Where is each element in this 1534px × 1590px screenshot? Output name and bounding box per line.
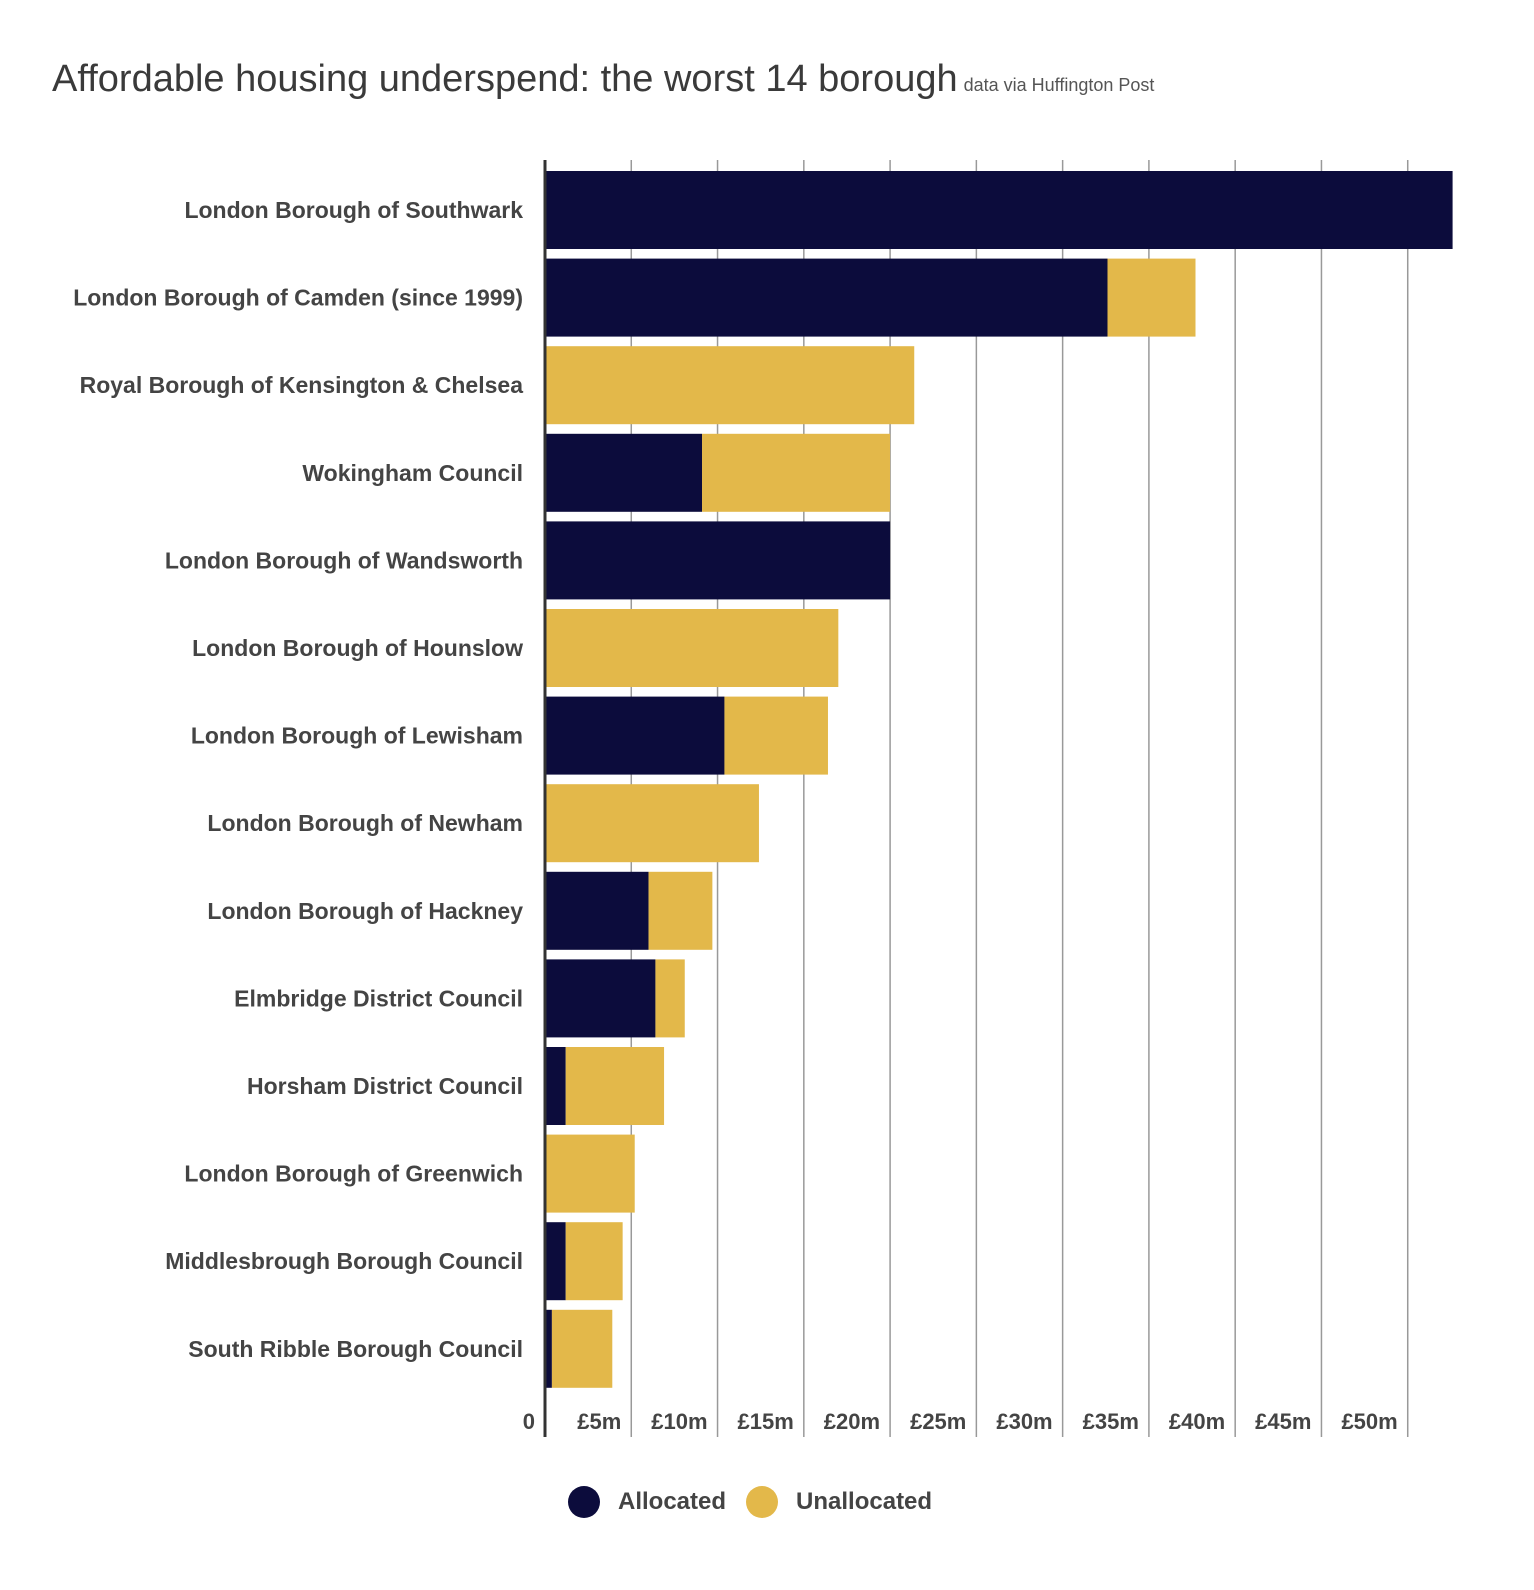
bar-allocated [545,871,649,950]
category-label: London Borough of Wandsworth [165,547,523,573]
x-tick-label: £5m [577,1409,621,1434]
category-label: South Ribble Borough Council [188,1336,523,1362]
x-tick-label: 0 [523,1409,535,1434]
bar-allocated [545,171,1453,249]
bar-unallocated [1107,258,1196,337]
bar-unallocated [545,346,915,425]
legend-swatch-allocated [568,1486,600,1518]
bar-allocated [545,1309,552,1388]
bar-unallocated [648,871,713,950]
category-label: London Borough of Greenwich [184,1161,523,1187]
bar-unallocated [545,1134,635,1213]
bar-allocated [545,521,891,600]
bar-unallocated [655,959,685,1038]
bar-unallocated [565,1047,665,1125]
legend-label: Allocated [618,1488,727,1515]
x-tick-label: £40m [1169,1409,1225,1434]
legend-label: Unallocated [796,1488,933,1515]
bar-allocated [545,1222,566,1301]
x-tick-label: £45m [1255,1409,1311,1434]
x-tick-label: £15m [738,1409,794,1434]
x-tick-label: £30m [996,1409,1052,1434]
bar-unallocated [724,696,828,775]
legend-item-allocated: Allocated [568,1486,726,1518]
category-label: London Borough of Lewisham [191,723,523,749]
category-label: Wokingham Council [302,460,523,486]
legend: Allocated Unallocated [568,1486,952,1518]
category-label: London Borough of Camden (since 1999) [73,285,523,311]
category-label: Royal Borough of Kensington & Chelsea [80,372,524,398]
bar-unallocated [702,433,891,512]
category-label: Horsham District Council [247,1073,523,1099]
bar-unallocated [545,784,759,863]
legend-swatch-unallocated [746,1486,779,1518]
bar-unallocated [565,1222,623,1301]
bar-unallocated [545,609,839,687]
x-tick-label: £10m [651,1409,707,1434]
bar-unallocated [551,1309,613,1388]
chart-subtitle: data via Huffington Post [963,75,1155,95]
bar-allocated [545,433,703,512]
bar-allocated [545,959,656,1038]
x-tick-label: £25m [910,1409,966,1434]
category-label: London Borough of Newham [207,810,523,836]
chart-title: Affordable housing underspend: the worst… [52,58,1154,101]
category-label: Elmbridge District Council [234,985,523,1011]
x-tick-label: £20m [824,1409,880,1434]
bar-allocated [545,696,725,775]
legend-item-unallocated: Unallocated [746,1486,932,1518]
title-text: Affordable housing underspend: the worst… [52,58,958,100]
category-label: Middlesbrough Borough Council [165,1248,523,1274]
category-label: London Borough of Hackney [207,898,523,924]
x-tick-label: £35m [1083,1409,1139,1434]
x-tick-label: £50m [1341,1409,1397,1434]
bar-allocated [545,258,1108,337]
category-label: London Borough of Hounslow [192,635,523,661]
category-label: London Borough of Southwark [184,197,523,223]
bar-allocated [545,1047,566,1125]
